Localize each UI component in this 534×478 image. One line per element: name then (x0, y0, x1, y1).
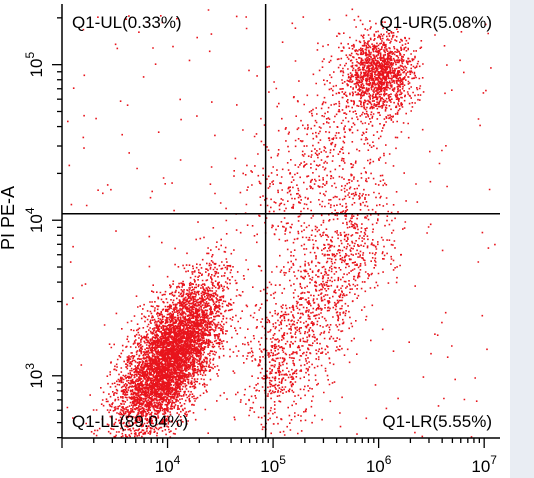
plot-frame (61, 4, 500, 439)
y-tick-label: 104 (23, 207, 46, 233)
x-tick-exponent: 5 (279, 453, 286, 467)
y-tick-label: 105 (23, 52, 46, 78)
x-axis: 104 105 106 107 (61, 438, 497, 476)
x-tick-exponent: 6 (385, 453, 392, 467)
quadrant-label-lr: Q1-LR(5.55%) (382, 412, 492, 431)
x-tick-base: 10 (366, 457, 385, 476)
x-tick-base: 10 (155, 457, 174, 476)
y-tick-base: 10 (27, 59, 46, 78)
y-tick-exponent: 5 (23, 52, 37, 59)
event-points (66, 8, 496, 438)
x-tick-label: 106 (366, 453, 392, 476)
side-panel (510, 0, 534, 478)
x-tick-base: 10 (471, 457, 490, 476)
quadrant-label-ll: Q1-LL(89.04%) (72, 412, 188, 431)
x-tick-exponent: 4 (174, 453, 181, 467)
quadrant-labels: Q1-UL(0.33%) Q1-UR(5.08%) Q1-LL(89.04%) Q1-… (72, 13, 492, 431)
x-tick-label: 107 (471, 453, 497, 476)
event-dots (66, 8, 496, 438)
y-tick-exponent: 3 (23, 363, 37, 370)
x-tick-exponent: 7 (490, 453, 497, 467)
x-tick-label: 104 (155, 453, 181, 476)
quadrant-label-ur: Q1-UR(5.08%) (380, 13, 492, 32)
x-tick-label: 105 (260, 453, 286, 476)
y-tick-label: 103 (23, 363, 46, 389)
y-tick-exponent: 4 (23, 207, 37, 214)
quadrant-label-ul: Q1-UL(0.33%) (72, 13, 182, 32)
y-axis-title: PI PE-A (0, 186, 18, 250)
y-tick-base: 10 (27, 214, 46, 233)
y-tick-base: 10 (27, 370, 46, 389)
quadrant-gate (62, 4, 500, 438)
x-tick-base: 10 (260, 457, 279, 476)
